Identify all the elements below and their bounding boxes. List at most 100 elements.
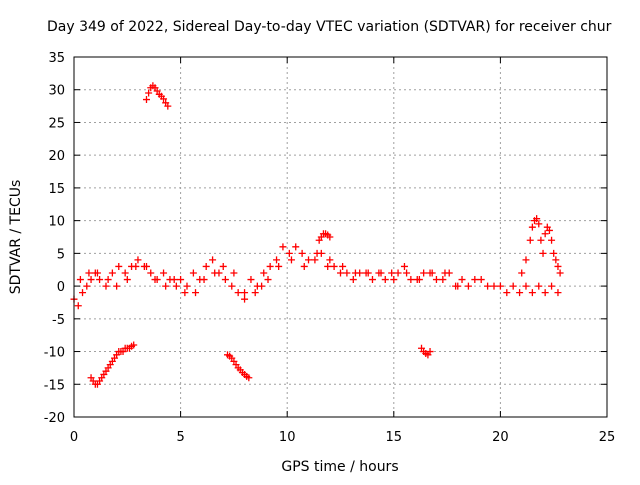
series-secondary-band: [76, 249, 462, 303]
data-point: [432, 276, 440, 284]
data-point: [189, 269, 197, 277]
data-point: [351, 269, 359, 277]
y-tick-label: 10: [48, 215, 65, 230]
data-point: [142, 96, 150, 104]
data-point: [390, 276, 398, 284]
data-point: [403, 269, 411, 277]
y-tick-label: -20: [44, 411, 65, 426]
data-point: [113, 282, 121, 290]
data-point: [539, 249, 547, 257]
data-point: [251, 289, 259, 297]
data-point: [548, 236, 556, 244]
data-point: [324, 262, 332, 270]
data-point: [160, 269, 168, 277]
data-point: [535, 282, 543, 290]
data-point: [200, 276, 208, 284]
y-tick-label: 0: [57, 280, 65, 295]
chart-title: Day 349 of 2022, Sidereal Day-to-day VTE…: [47, 19, 612, 35]
data-point: [202, 262, 210, 270]
data-point: [264, 276, 272, 284]
data-point: [326, 233, 334, 241]
data-point: [441, 269, 449, 277]
data-point: [145, 89, 153, 97]
data-point: [275, 262, 283, 270]
data-point: [541, 289, 549, 297]
data-point: [104, 276, 112, 284]
data-point: [170, 276, 178, 284]
data-point: [522, 282, 530, 290]
y-tick-label: -5: [52, 313, 65, 328]
data-point: [400, 262, 408, 270]
y-tick-label: -15: [44, 378, 65, 393]
data-point: [533, 215, 541, 223]
data-point: [76, 276, 84, 284]
y-tick-label: 35: [48, 51, 65, 66]
x-tick-label: 15: [386, 430, 403, 445]
y-axis-label: SDTVAR / TECUs: [8, 180, 24, 295]
data-point: [96, 276, 104, 284]
data-point: [349, 276, 357, 284]
data-point: [522, 256, 530, 264]
data-point: [484, 282, 492, 290]
data-point: [241, 295, 249, 303]
data-point: [368, 276, 376, 284]
data-point: [526, 236, 534, 244]
data-point: [541, 230, 549, 238]
data-point: [147, 269, 155, 277]
data-point: [108, 269, 116, 277]
data-point: [209, 256, 217, 264]
data-point: [211, 269, 219, 277]
data-point: [115, 262, 123, 270]
data-point: [142, 262, 150, 270]
data-point: [298, 249, 306, 257]
data-point: [464, 282, 472, 290]
grid-layer: [74, 57, 607, 417]
data-point: [364, 269, 372, 277]
data-point: [305, 256, 313, 264]
data-point: [85, 269, 93, 277]
data-point: [326, 256, 334, 264]
series-arc-1: [87, 341, 138, 388]
data-point: [330, 262, 338, 270]
data-point: [83, 282, 91, 290]
series-main-band: [70, 243, 562, 310]
data-point: [556, 269, 564, 277]
data-point: [230, 269, 238, 277]
series-arc-3: [224, 351, 253, 382]
series-peak-arc: [518, 215, 564, 277]
data-point: [130, 341, 138, 349]
y-tick-label: 25: [48, 116, 65, 131]
data-point: [192, 289, 200, 297]
data-point: [279, 243, 287, 251]
data-point: [93, 269, 101, 277]
data-point: [516, 289, 524, 297]
data-point: [496, 282, 504, 290]
series-arc-5: [418, 344, 434, 359]
series-arc-4: [315, 230, 334, 244]
data-point: [554, 289, 562, 297]
series-arc-2: [142, 82, 172, 110]
data-point: [509, 282, 517, 290]
data-point: [458, 276, 466, 284]
data-point: [79, 289, 87, 297]
data-point: [260, 269, 268, 277]
data-point: [160, 95, 168, 103]
data-point: [247, 276, 255, 284]
data-point: [219, 262, 227, 270]
data-point: [528, 289, 536, 297]
data-point: [388, 269, 396, 277]
data-point: [415, 276, 423, 284]
data-point: [177, 276, 185, 284]
data-point: [273, 256, 281, 264]
data-point: [151, 276, 159, 284]
points-layer: [70, 82, 564, 388]
data-point: [266, 262, 274, 270]
data-point: [172, 282, 180, 290]
data-point: [287, 256, 295, 264]
data-point: [503, 289, 511, 297]
data-point: [454, 282, 462, 290]
y-tick-label: -10: [44, 346, 65, 361]
data-point: [102, 282, 110, 290]
data-point: [162, 282, 170, 290]
